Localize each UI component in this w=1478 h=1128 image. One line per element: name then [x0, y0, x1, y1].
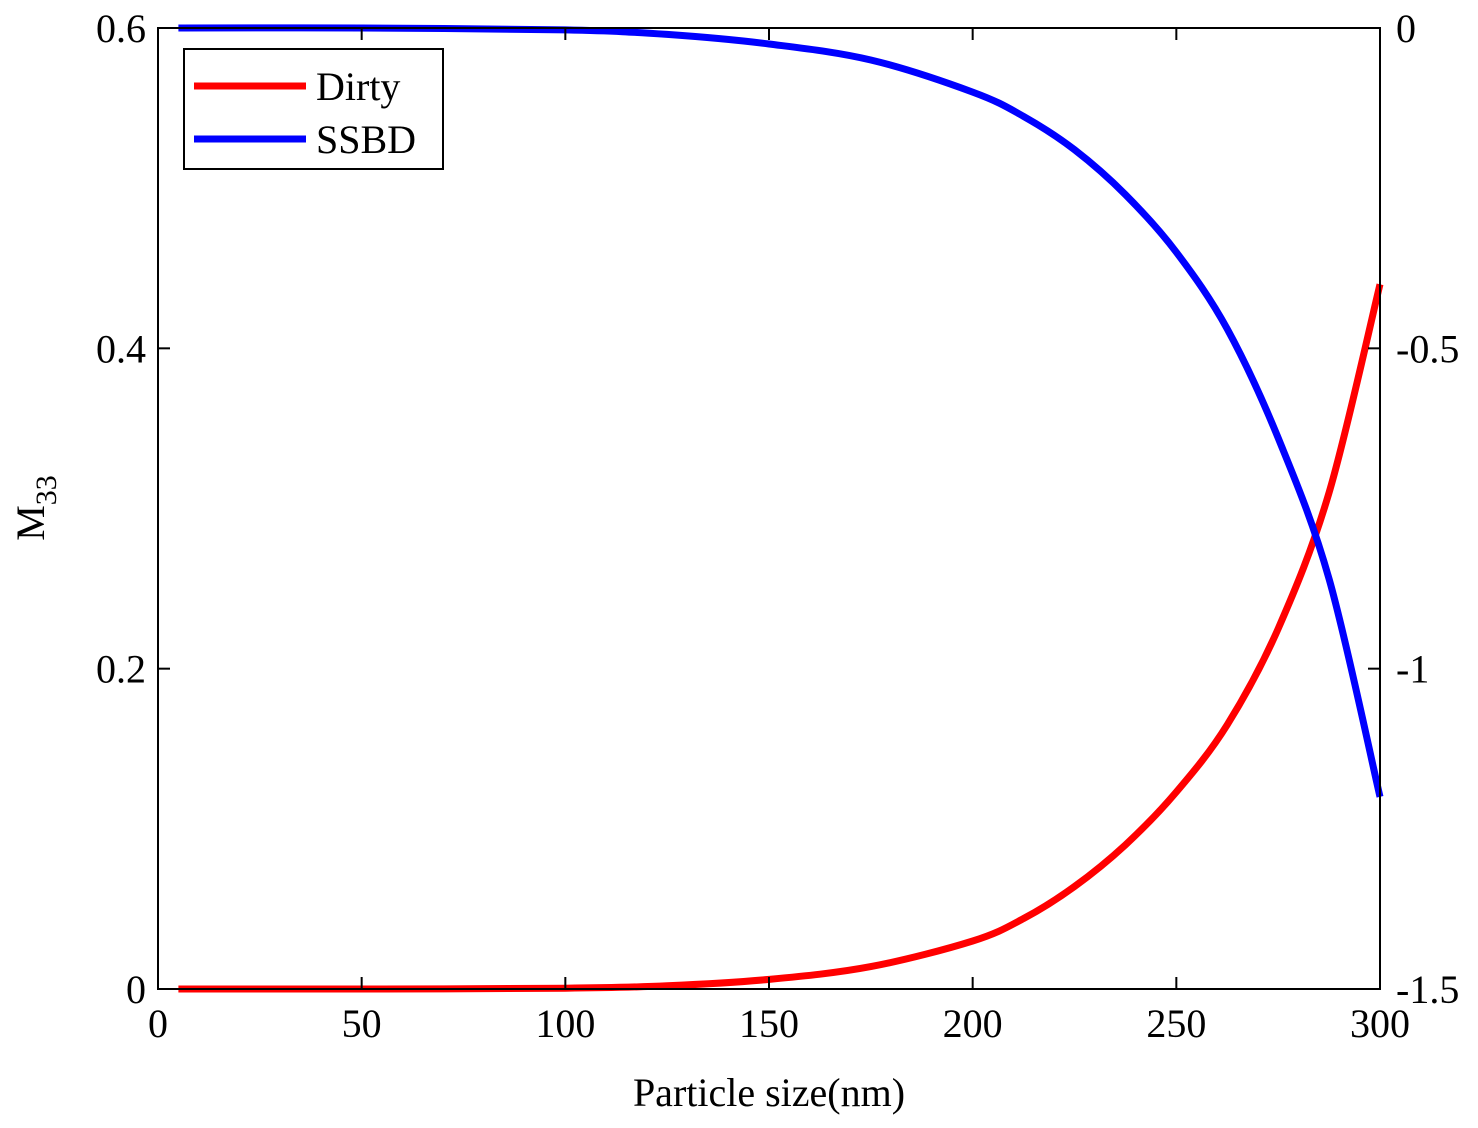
y-left-tick-label: 0.2: [96, 647, 146, 692]
x-tick-label: 300: [1350, 1001, 1410, 1046]
x-tick-label: 150: [739, 1001, 799, 1046]
y-left-tick-label: 0: [126, 967, 146, 1012]
y-axis-label-subscript: 33: [30, 475, 63, 505]
series-line-ssbd: [178, 24, 1384, 798]
legend-box: [183, 48, 444, 170]
y-right-tick-label: -1: [1396, 647, 1429, 692]
y-right-tick-label: -1.5: [1396, 967, 1459, 1012]
x-axis-label: Particle size(nm): [633, 1070, 905, 1115]
x-tick-label: 100: [535, 1001, 595, 1046]
plot-area-frame: [157, 27, 1381, 990]
y-right-tick-label: -0.5: [1396, 326, 1459, 371]
legend-label-dirty: Dirty: [316, 64, 400, 109]
y-axis-label: M33: [8, 475, 63, 541]
legend-label-ssbd: SSBD: [316, 117, 416, 162]
legend: Dirty SSBD: [183, 48, 444, 170]
y-right-tick-label: 0: [1396, 6, 1416, 51]
y-axis-label-main: M: [8, 505, 53, 541]
x-tick-label: 200: [943, 1001, 1003, 1046]
series-line-dirty: [178, 283, 1384, 993]
x-tick-label: 250: [1146, 1001, 1206, 1046]
y-left-tick-label: 0.4: [96, 326, 146, 371]
series-layer: [178, 24, 1384, 993]
ticks-layer: 0 50 100 150 200 250 300 0 0.2 0.4 0.6 0 -0.5 -1 -1.5: [96, 6, 1459, 1046]
y-left-tick-label: 0.6: [96, 6, 146, 51]
x-tick-label: 0: [148, 1001, 168, 1046]
x-tick-label: 50: [342, 1001, 382, 1046]
